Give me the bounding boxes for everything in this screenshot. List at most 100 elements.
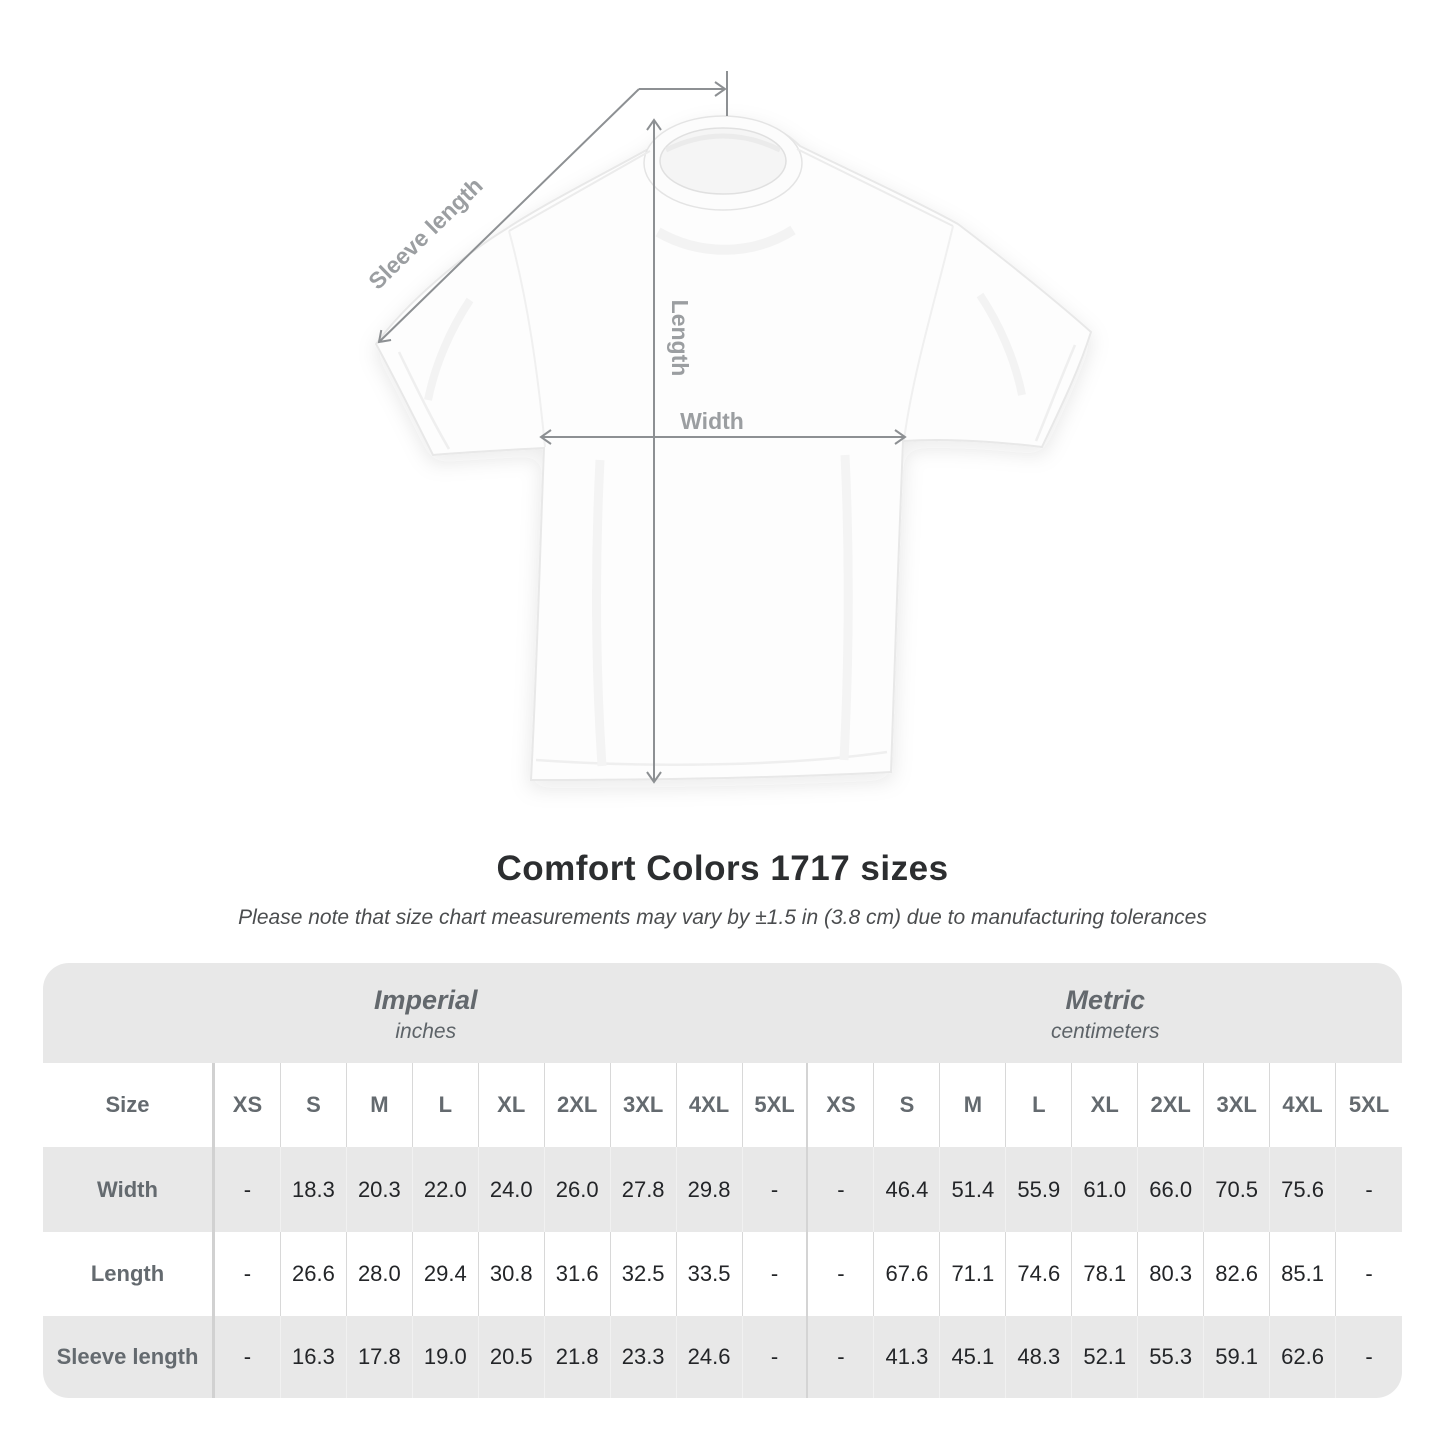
size-header-cell: S bbox=[874, 1063, 941, 1147]
shoulder-seam-left bbox=[508, 150, 651, 232]
sleeve-seam-right bbox=[903, 225, 954, 441]
size-header-cell: 5XL bbox=[1336, 1063, 1402, 1147]
value-cell: 46.4 bbox=[874, 1147, 941, 1232]
size-header-cell: M bbox=[940, 1063, 1007, 1147]
fold-line bbox=[839, 454, 853, 761]
cuff-seam-left bbox=[397, 351, 451, 450]
value-cell: 20.5 bbox=[478, 1316, 545, 1398]
value-cell: 75.6 bbox=[1270, 1147, 1337, 1232]
value-cell: 52.1 bbox=[1072, 1316, 1139, 1398]
size-column-header: Size bbox=[43, 1063, 215, 1147]
value-cell: - bbox=[742, 1147, 809, 1232]
page-title: Comfort Colors 1717 sizes bbox=[496, 849, 949, 888]
value-cell: 29.8 bbox=[676, 1147, 743, 1232]
value-cell: 74.6 bbox=[1006, 1232, 1073, 1316]
measurement-arrows bbox=[377, 71, 907, 784]
value-cell: 19.0 bbox=[412, 1316, 479, 1398]
value-cell: 82.6 bbox=[1204, 1232, 1271, 1316]
value-cell: 17.8 bbox=[346, 1316, 413, 1398]
sleeve-seam-left bbox=[508, 230, 546, 448]
row-label-length: Length bbox=[43, 1232, 215, 1316]
collar-back-shadow bbox=[664, 133, 782, 153]
tolerance-note: Please note that size chart measurements… bbox=[238, 906, 1207, 929]
value-cell: 22.0 bbox=[412, 1147, 479, 1232]
value-cell: 16.3 bbox=[280, 1316, 347, 1398]
value-cell: - bbox=[215, 1232, 281, 1316]
metric-title: Metric bbox=[1065, 984, 1145, 1015]
value-cell: 20.3 bbox=[346, 1147, 413, 1232]
value-cell: 70.5 bbox=[1204, 1147, 1271, 1232]
value-cell: 26.6 bbox=[280, 1232, 347, 1316]
value-cell: - bbox=[742, 1232, 809, 1316]
value-cell: 41.3 bbox=[874, 1316, 941, 1398]
size-chart-table: Imperial inches Metric centimeters Size … bbox=[43, 963, 1402, 1398]
value-cell: 29.4 bbox=[412, 1232, 479, 1316]
imperial-unit: inches bbox=[395, 1019, 457, 1043]
size-header-cell: XS bbox=[215, 1063, 281, 1147]
value-cell: 85.1 bbox=[1270, 1232, 1337, 1316]
imperial-title: Imperial bbox=[373, 984, 478, 1015]
value-cell: 62.6 bbox=[1270, 1316, 1337, 1398]
size-header-cell: M bbox=[346, 1063, 413, 1147]
size-header-cell: 4XL bbox=[676, 1063, 743, 1147]
size-header-cell: L bbox=[1006, 1063, 1073, 1147]
width-label: Width bbox=[680, 408, 744, 434]
shoulder-seam-right bbox=[796, 148, 954, 227]
sleeve-fold-right bbox=[976, 292, 1026, 396]
value-cell: - bbox=[215, 1316, 281, 1398]
value-cell: - bbox=[1336, 1232, 1402, 1316]
value-cell: - bbox=[808, 1316, 875, 1398]
tshirt-body bbox=[374, 115, 1093, 782]
value-cell: - bbox=[215, 1147, 281, 1232]
value-cell: 55.9 bbox=[1006, 1147, 1073, 1232]
size-header-cell: 4XL bbox=[1270, 1063, 1337, 1147]
value-cell: 66.0 bbox=[1138, 1147, 1205, 1232]
value-cell: 33.5 bbox=[676, 1232, 743, 1316]
value-cell: - bbox=[1336, 1316, 1402, 1398]
value-cell: 23.3 bbox=[610, 1316, 677, 1398]
value-cell: 30.8 bbox=[478, 1232, 545, 1316]
cuff-seam-right bbox=[1034, 344, 1077, 442]
value-cell: 48.3 bbox=[1006, 1316, 1073, 1398]
size-header-cell: XL bbox=[1072, 1063, 1139, 1147]
value-cell: 67.6 bbox=[874, 1232, 941, 1316]
tshirt-illustration bbox=[374, 115, 1093, 782]
sleeve-fold-left bbox=[424, 297, 474, 401]
row-label-width: Width bbox=[43, 1147, 215, 1232]
size-header-cell: S bbox=[280, 1063, 347, 1147]
value-cell: 24.0 bbox=[478, 1147, 545, 1232]
imperial-section-header: Imperial inches bbox=[43, 963, 809, 1063]
value-cell: 45.1 bbox=[940, 1316, 1007, 1398]
value-cell: 32.5 bbox=[610, 1232, 677, 1316]
fold-line bbox=[591, 459, 607, 767]
value-cell: 31.6 bbox=[544, 1232, 611, 1316]
value-cell: 51.4 bbox=[940, 1147, 1007, 1232]
value-cell: 21.8 bbox=[544, 1316, 611, 1398]
metric-unit: centimeters bbox=[1050, 1019, 1160, 1043]
length-label: Length bbox=[667, 300, 693, 377]
size-header-cell: 3XL bbox=[610, 1063, 677, 1147]
value-cell: 55.3 bbox=[1138, 1316, 1205, 1398]
tshirt-measurement-diagram: Sleeve length Length Width bbox=[363, 71, 1093, 784]
value-cell: 26.0 bbox=[544, 1147, 611, 1232]
size-header-cell: L bbox=[412, 1063, 479, 1147]
size-header-cell: XL bbox=[478, 1063, 545, 1147]
value-cell: - bbox=[808, 1147, 875, 1232]
size-header-cell: XS bbox=[808, 1063, 875, 1147]
value-cell: - bbox=[808, 1232, 875, 1316]
size-header-cell: 3XL bbox=[1204, 1063, 1271, 1147]
size-header-cell: 5XL bbox=[742, 1063, 809, 1147]
value-cell: 80.3 bbox=[1138, 1232, 1205, 1316]
value-cell: - bbox=[1336, 1147, 1402, 1232]
size-header-cell: 2XL bbox=[544, 1063, 611, 1147]
value-cell: 59.1 bbox=[1204, 1316, 1271, 1398]
value-cell: 71.1 bbox=[940, 1232, 1007, 1316]
value-cell: 28.0 bbox=[346, 1232, 413, 1316]
sleeve-arrow-diagonal bbox=[377, 88, 640, 344]
value-cell: 24.6 bbox=[676, 1316, 743, 1398]
chest-shadow bbox=[655, 225, 796, 255]
size-header-cell: 2XL bbox=[1138, 1063, 1205, 1147]
value-cell: 18.3 bbox=[280, 1147, 347, 1232]
metric-section-header: Metric centimeters bbox=[808, 963, 1402, 1063]
row-label-sleeve-length: Sleeve length bbox=[43, 1316, 215, 1398]
